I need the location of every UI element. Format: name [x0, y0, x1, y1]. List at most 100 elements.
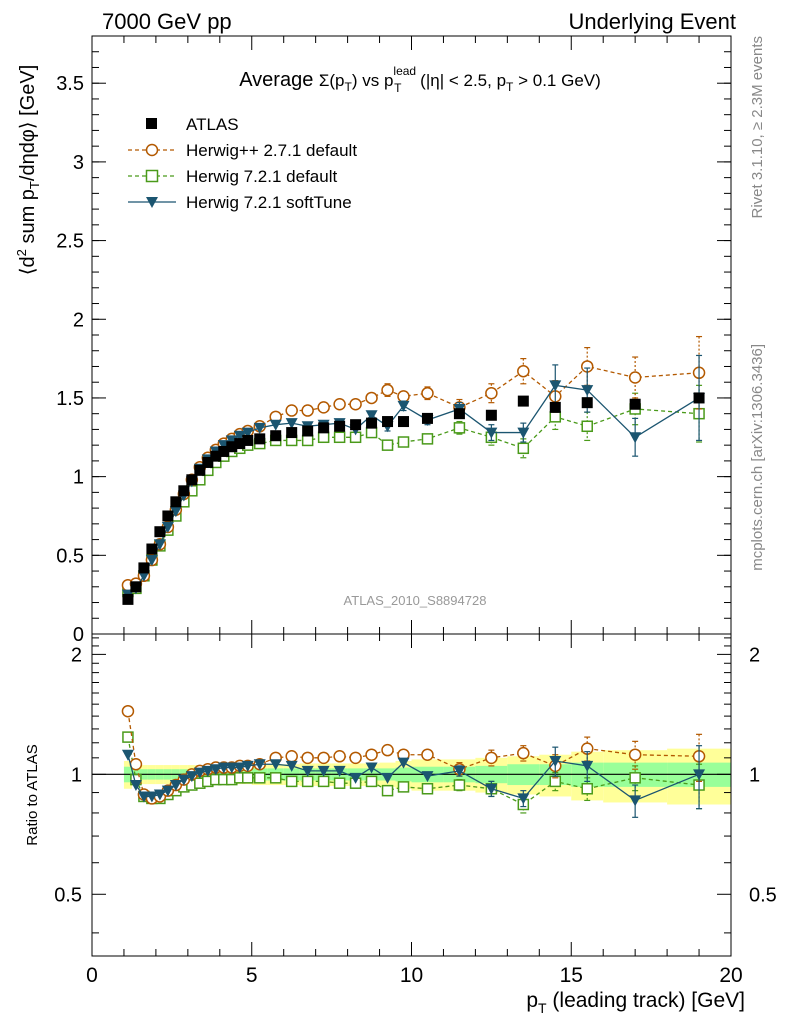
main-point-atlas	[122, 593, 134, 605]
ratio-point-herwig721	[629, 772, 641, 784]
main-point-atlas	[186, 474, 198, 486]
ratio-point-softtune	[225, 762, 238, 774]
title-sigma-close: )	[352, 71, 358, 90]
ratio-point-softtune	[153, 789, 166, 801]
ratio-axis-ticks: 0.5 0.51 12 20 5 10 15 20	[54, 634, 777, 987]
main-point-softtune	[269, 419, 282, 431]
main-point-softtune	[153, 539, 166, 551]
main-series-layer	[121, 335, 706, 605]
x-label-part-a: p	[526, 989, 538, 1012]
watermark: ATLAS_2010_S8894728	[344, 593, 487, 608]
ratio-point-softtune	[517, 793, 530, 805]
main-ytick-label: 0.5	[56, 545, 84, 567]
ratio-point-softtune	[421, 771, 434, 783]
ratio-point-softtune	[317, 765, 330, 777]
main-point-herwig721	[333, 431, 346, 444]
ratio-point-herwigpp	[301, 751, 314, 765]
title-vs-sup: lead	[393, 64, 416, 78]
main-ytick-label: 2	[73, 309, 84, 331]
ratio-point-herwig721	[581, 783, 593, 795]
ratio-ytick-label-right: 0.5	[749, 884, 777, 906]
ratio-point-herwig721	[421, 783, 434, 795]
legend-marker-herwig721	[145, 169, 159, 183]
main-point-atlas	[138, 562, 150, 574]
main-point-herwigpp	[285, 404, 298, 417]
main-point-herwigpp	[397, 390, 410, 403]
main-point-herwig721	[421, 433, 434, 445]
main-point-softtune	[517, 427, 530, 439]
main-point-softtune	[549, 380, 562, 392]
main-point-herwigpp	[517, 364, 530, 378]
main-point-herwigpp	[628, 371, 642, 384]
main-axis-ticks: 0 0.5 1 1.5 2 2.5 3 3.5	[56, 36, 732, 646]
title-prefix: Average	[239, 69, 319, 91]
ratio-ytick-label-left: 0.5	[54, 884, 82, 906]
ratio-point-herwig721	[365, 775, 378, 788]
main-point-softtune	[145, 555, 158, 567]
main-line-herwigpp	[127, 365, 700, 586]
main-point-herwig721	[301, 434, 314, 447]
x-tick-label: 0	[86, 964, 98, 987]
main-point-herwig721	[517, 442, 530, 455]
ratio-point-softtune	[185, 771, 198, 783]
main-point-atlas	[234, 438, 246, 450]
legend-label-herwigpp: Herwig++ 2.7.1 default	[186, 141, 357, 160]
main-point-atlas	[318, 422, 330, 434]
ratio-ytick-label-left: 1	[71, 764, 82, 786]
x-tick-label: 15	[560, 964, 583, 987]
main-y-label: ⟨d2 sum pT/dηdφ⟩ [GeV]	[14, 65, 42, 276]
ratio-point-softtune	[121, 749, 134, 761]
main-point-softtune	[581, 385, 594, 397]
main-point-atlas	[382, 416, 394, 428]
ratio-point-softtune	[169, 780, 182, 792]
ratio-point-herwig721	[253, 772, 266, 784]
main-point-softtune	[241, 427, 254, 439]
main-point-softtune	[285, 418, 298, 430]
ratio-point-herwigpp	[628, 748, 642, 761]
main-point-atlas	[178, 485, 190, 497]
main-point-herwigpp	[333, 397, 346, 411]
main-point-herwig721	[549, 411, 562, 423]
main-point-herwigpp	[317, 401, 330, 414]
ratio-point-softtune	[193, 767, 206, 779]
ratio-point-softtune	[365, 762, 378, 774]
main-point-softtune	[485, 427, 498, 439]
ratio-point-herwigpp	[317, 751, 330, 765]
ratio-point-herwigpp	[365, 748, 378, 761]
ratio-point-softtune	[629, 795, 642, 807]
ratio-panel-border	[91, 633, 732, 957]
x-label-sub: T	[538, 1000, 547, 1016]
ratio-point-softtune	[177, 774, 190, 786]
main-point-herwig721	[317, 431, 330, 444]
main-point-atlas	[218, 445, 230, 457]
ratio-point-softtune	[145, 791, 158, 803]
main-point-atlas	[194, 464, 206, 476]
legend-marker-herwigpp	[145, 143, 159, 157]
ratio-series-softtune	[121, 745, 706, 818]
ratio-point-herwig721	[301, 775, 314, 788]
title-cond1: (|η| < 2.5, p	[415, 71, 506, 90]
side-label-mcplots: mcplots.cern.ch [arXiv:1306.3436]	[749, 344, 766, 571]
ratio-point-softtune	[301, 765, 314, 777]
main-point-softtune	[137, 570, 150, 582]
title-vs-sub: T	[394, 81, 402, 95]
x-tick-label: 10	[400, 964, 423, 987]
ratio-point-softtune	[453, 765, 466, 777]
ratio-point-softtune	[241, 760, 254, 772]
main-point-atlas	[226, 441, 238, 453]
main-point-atlas	[453, 408, 465, 420]
main-point-atlas	[254, 433, 266, 445]
y-label-part-c: /dηdφ⟩ [GeV]	[17, 65, 39, 181]
legend-marker-atlas	[146, 118, 157, 129]
main-point-atlas	[302, 425, 314, 437]
main-point-herwigpp	[349, 397, 362, 411]
ratio-y-label: Ratio to ATLAS	[24, 744, 41, 845]
title-cond2: > 0.1 GeV)	[513, 71, 600, 90]
main-point-atlas	[270, 430, 282, 442]
legend-label-atlas: ATLAS	[186, 115, 239, 134]
y-label-sub: T	[27, 181, 42, 189]
ratio-point-softtune	[381, 772, 394, 784]
main-ytick-label: 3.5	[56, 73, 84, 95]
main-point-herwig721	[581, 420, 593, 433]
title-cond-sub: T	[506, 80, 514, 94]
